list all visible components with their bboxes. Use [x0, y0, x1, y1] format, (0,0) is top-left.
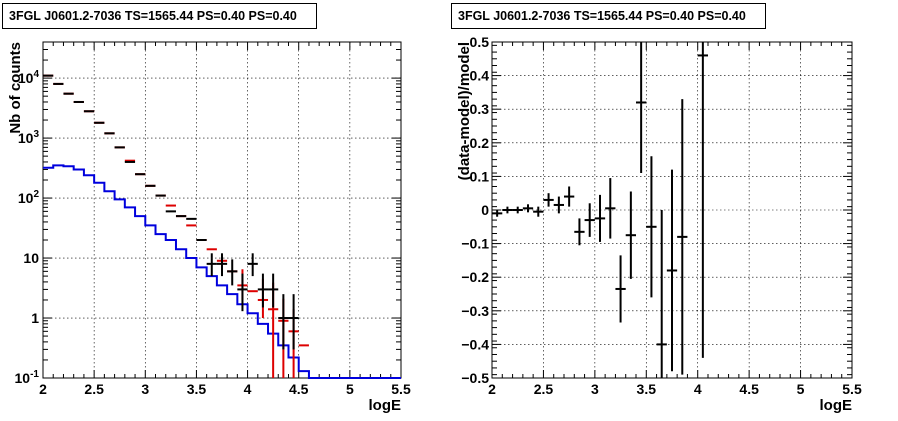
- y-tick-label: 1: [31, 310, 39, 326]
- x-tick-label: 3: [591, 381, 599, 397]
- y-tick-label: 102: [18, 189, 40, 206]
- plot-area: 2 2.5 3 3.5 4 4.5 5 5.5 10-1 1 10 102 103 104 logE Nb o…: [7, 41, 411, 414]
- y-axis-title: (data-model)/model: [456, 42, 473, 180]
- x-tick-label: 5.5: [842, 381, 862, 397]
- chart-title-left: 3FGL J0601.2-7036 TS=1565.44 PS=0.40 PS=…: [2, 3, 317, 29]
- chart-title-right: 3FGL J0601.2-7036 TS=1565.44 PS=0.40 PS=…: [451, 3, 766, 29]
- y-tick-label: −0.1: [461, 236, 489, 252]
- y-tick-label: 103: [18, 129, 40, 146]
- x-tick-label: 4.5: [289, 381, 309, 397]
- x-tick-label: 4: [244, 381, 252, 397]
- x-tick-label: 3: [141, 381, 149, 397]
- x-tick-label: 3.5: [187, 381, 207, 397]
- x-axis-title: logE: [820, 397, 853, 414]
- y-tick-label: 0.4: [470, 68, 490, 84]
- x-tick-label: 2.5: [534, 381, 554, 397]
- counts-spectrum-chart: 2 2.5 3 3.5 4 4.5 5 5.5 10-1 1 10 102 103 104 logE Nb o…: [7, 41, 411, 414]
- x-tick-label: 4: [694, 381, 702, 397]
- y-tick-label: −0.4: [461, 336, 489, 352]
- y-tick-label: 10: [23, 250, 39, 266]
- x-tick-label: 2.5: [84, 381, 104, 397]
- y-tick-label: 0: [481, 202, 489, 218]
- model-histogram-line: [43, 164, 401, 379]
- x-tick-label: 2: [39, 381, 47, 397]
- y-tick-label: −0.2: [461, 269, 489, 285]
- right-chart-panel: 3FGL J0601.2-7036 TS=1565.44 PS=0.40 PS=…: [449, 0, 898, 421]
- y-tick-label: 0.5: [470, 34, 490, 50]
- y-tick-label: 10-1: [15, 369, 40, 386]
- x-tick-label: 5: [797, 381, 805, 397]
- left-chart-panel: 3FGL J0601.2-7036 TS=1565.44 PS=0.40 PS=…: [2, 3, 411, 414]
- x-tick-label: 5: [346, 381, 354, 397]
- y-axis-title: Nb of counts: [7, 42, 24, 134]
- plot-area: 2 2.5 3 3.5 4 4.5 5 5.5 −0.5 −0.4 −0.3 −0.2 −0.1 0 0.1…: [456, 34, 862, 414]
- x-axis-title: logE: [369, 397, 402, 414]
- plot-frame: [42, 41, 402, 379]
- x-tick-label: 4.5: [739, 381, 759, 397]
- residuals-chart: 2 2.5 3 3.5 4 4.5 5 5.5 −0.5 −0.4 −0.3 −0.2 −0.1 0 0.1…: [456, 34, 862, 414]
- y-tick-label: 0.1: [470, 168, 490, 184]
- y-tick-label: 104: [18, 69, 40, 86]
- y-tick-label: −0.3: [461, 303, 489, 319]
- y-tick-label: −0.5: [461, 370, 489, 386]
- x-tick-label: 3.5: [637, 381, 657, 397]
- x-tick-label: 5.5: [391, 381, 411, 397]
- y-tick-label: 0.3: [470, 101, 490, 117]
- x-tick-label: 2: [488, 381, 496, 397]
- y-tick-label: 0.2: [470, 135, 490, 151]
